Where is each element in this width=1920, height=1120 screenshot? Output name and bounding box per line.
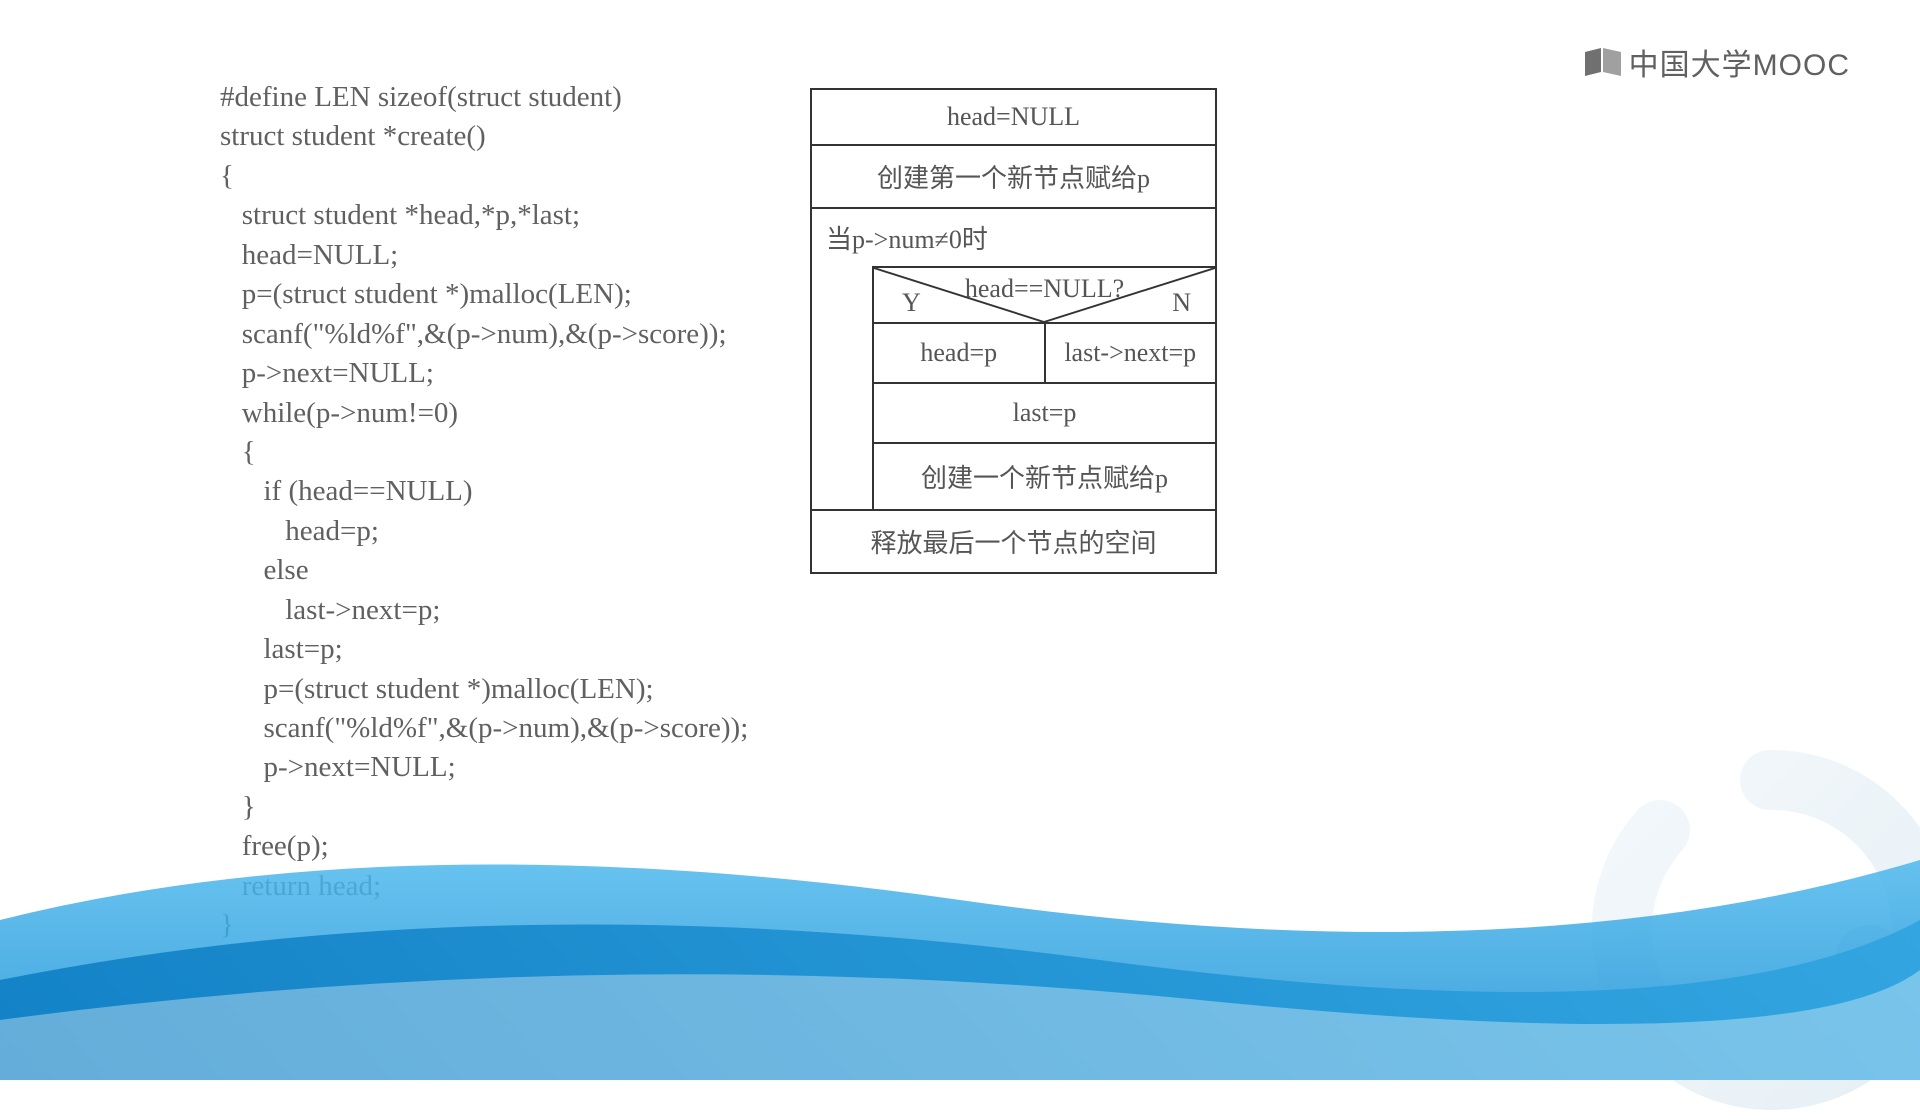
- diagram-loop-body: head==NULL? Y N head=p last->next=p last…: [872, 266, 1215, 509]
- mooc-logo: 中国大学MOOC: [1585, 40, 1850, 84]
- diagram-loop: 当p->num≠0时 head==NULL? Y N head=p last->…: [810, 207, 1217, 511]
- decision-yes-label: Y: [902, 288, 921, 318]
- ns-diagram: head=NULL 创建第一个新节点赋给p 当p->num≠0时 head==N…: [810, 88, 1217, 572]
- diagram-decision: head==NULL? Y N: [874, 266, 1215, 322]
- diagram-box-create-first: 创建第一个新节点赋给p: [810, 144, 1217, 209]
- diagram-branch-split: head=p last->next=p: [874, 322, 1215, 382]
- diagram-box-free: 释放最后一个节点的空间: [810, 509, 1217, 574]
- decision-no-label: N: [1172, 288, 1191, 318]
- diagram-box-init: head=NULL: [810, 88, 1217, 146]
- book-icon: [1585, 48, 1621, 76]
- diagram-step-last: last=p: [874, 382, 1215, 442]
- diagram-step-create: 创建一个新节点赋给p: [874, 442, 1215, 509]
- logo-text: 中国大学MOOC: [1629, 40, 1850, 84]
- branch-no: last->next=p: [1046, 324, 1216, 382]
- diagram-loop-condition: 当p->num≠0时: [812, 209, 1215, 266]
- decision-label: head==NULL?: [965, 274, 1124, 304]
- bottom-wave: [0, 800, 1920, 1080]
- branch-yes: head=p: [874, 324, 1046, 382]
